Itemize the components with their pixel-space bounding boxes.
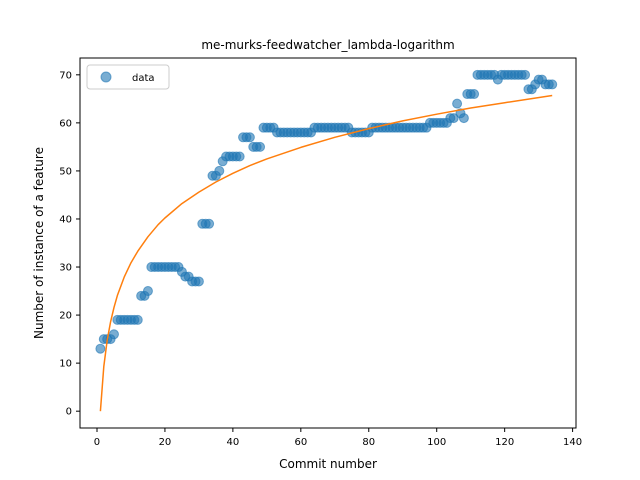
x-axis-label: Commit number	[279, 457, 377, 471]
plot-area	[80, 58, 576, 428]
x-tick-label: 60	[294, 437, 307, 448]
x-tick-label: 140	[563, 437, 582, 448]
data-point	[448, 113, 459, 124]
x-tick-label: 100	[427, 437, 446, 448]
data-point	[520, 69, 531, 80]
x-axis: 0 20 40 60 80 100 120 140	[94, 428, 582, 448]
y-tick-label: 50	[59, 166, 72, 177]
y-tick-label: 10	[59, 359, 72, 370]
fit-line	[99, 94, 553, 412]
data-point	[132, 314, 143, 325]
data-point	[204, 218, 215, 229]
plot-frame	[79, 57, 577, 429]
data-point	[469, 89, 480, 100]
x-tick-label: 120	[495, 437, 514, 448]
data-point	[255, 141, 266, 152]
y-axis: 0 10 20 30 40 50 60 70	[59, 70, 80, 418]
x-tick-label: 20	[159, 437, 172, 448]
legend: data	[86, 64, 170, 90]
data-point	[244, 132, 255, 143]
x-tick-label: 0	[94, 437, 100, 448]
data-point	[142, 286, 153, 297]
data-point	[452, 98, 463, 109]
data-point	[108, 329, 119, 340]
y-tick-label: 40	[59, 214, 72, 225]
y-tick-label: 30	[59, 263, 72, 274]
legend-marker-data	[100, 71, 112, 83]
data-point	[214, 165, 225, 176]
data-point	[234, 151, 245, 162]
y-tick-label: 60	[59, 118, 72, 129]
legend-box	[86, 64, 170, 90]
data-point	[95, 343, 106, 354]
x-tick-label: 80	[362, 437, 375, 448]
legend-label-data: data	[132, 73, 155, 84]
y-tick-label: 70	[59, 70, 72, 81]
data-point	[458, 113, 469, 124]
data-point	[193, 276, 204, 287]
data-point	[547, 79, 558, 90]
y-tick-label: 20	[59, 311, 72, 322]
y-axis-label: Number of instance of a feature	[32, 147, 46, 339]
series-layer	[95, 69, 558, 412]
y-tick-label: 0	[66, 407, 72, 418]
x-tick-label: 40	[227, 437, 240, 448]
chart-title: me-murks-feedwatcher_lambda-logarithm	[201, 38, 454, 52]
